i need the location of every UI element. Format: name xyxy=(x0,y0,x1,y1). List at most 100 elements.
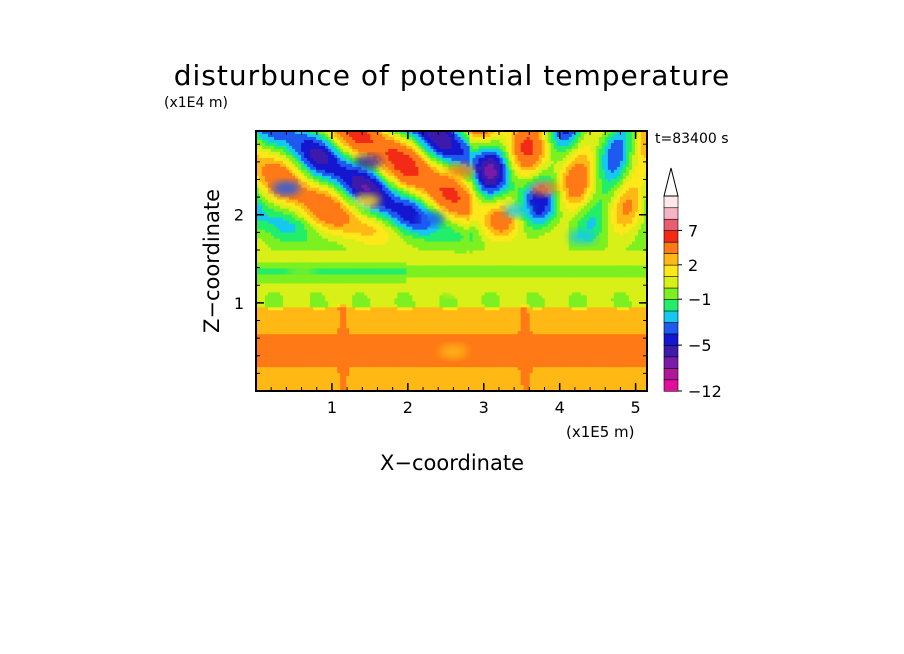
field-cell xyxy=(265,187,269,192)
field-cell xyxy=(370,133,374,138)
field-cell xyxy=(316,232,320,237)
field-cell xyxy=(340,346,344,350)
field-cell xyxy=(259,349,263,353)
field-cell xyxy=(328,205,332,210)
field-cell xyxy=(388,376,392,380)
field-cell xyxy=(301,172,305,177)
field-cell xyxy=(409,148,413,153)
field-cell xyxy=(361,319,365,323)
field-cell xyxy=(289,205,293,210)
field-cell xyxy=(388,316,392,320)
field-cell xyxy=(280,238,284,243)
field-cell xyxy=(400,385,404,389)
field-cell xyxy=(289,163,293,168)
field-cell xyxy=(313,280,317,285)
field-cell xyxy=(295,175,299,180)
field-cell xyxy=(394,160,398,165)
field-cell xyxy=(388,307,392,311)
field-cell xyxy=(388,289,392,293)
field-cell xyxy=(370,364,374,368)
field-cell xyxy=(277,355,281,359)
field-cell xyxy=(424,328,429,332)
field-cell xyxy=(346,298,350,302)
field-cell xyxy=(283,247,287,252)
field-cell xyxy=(394,244,398,249)
field-cell xyxy=(355,385,359,389)
field-cell xyxy=(385,193,389,198)
field-cell xyxy=(349,262,353,267)
field-cell xyxy=(319,340,323,344)
field-cell xyxy=(376,367,380,371)
field-cell xyxy=(325,292,329,296)
field-cell xyxy=(337,250,341,255)
field-cell xyxy=(418,328,423,332)
field-cell xyxy=(349,223,353,228)
field-cell xyxy=(343,286,347,290)
field-cell xyxy=(325,298,329,302)
field-cell xyxy=(415,274,420,279)
field-cell xyxy=(325,382,329,386)
field-cell xyxy=(370,358,374,362)
field-cell xyxy=(322,148,326,153)
field-cell xyxy=(289,358,293,362)
field-cell xyxy=(304,238,308,243)
field-cell xyxy=(388,337,392,341)
field-cell xyxy=(418,235,423,240)
field-cell xyxy=(394,382,398,386)
field-cell xyxy=(271,310,275,314)
field-cell xyxy=(409,289,413,293)
field-cell xyxy=(310,382,314,386)
field-cell xyxy=(415,292,420,296)
field-cell xyxy=(262,286,266,290)
field-cell xyxy=(322,178,326,183)
field-cell xyxy=(361,262,365,267)
field-cell xyxy=(331,136,335,141)
field-cell xyxy=(331,316,335,320)
field-cell xyxy=(304,133,308,138)
field-cell xyxy=(301,295,305,299)
field-cell xyxy=(265,340,269,344)
field-cell xyxy=(418,307,423,311)
field-cell xyxy=(319,154,323,159)
field-cell xyxy=(397,145,401,150)
field-cell xyxy=(337,346,341,350)
field-cell xyxy=(400,163,404,168)
field-cell xyxy=(328,382,332,386)
field-cell xyxy=(391,154,395,159)
field-cell xyxy=(400,379,404,383)
field-cell xyxy=(364,310,368,314)
field-cell xyxy=(370,280,374,285)
field-cell xyxy=(319,166,323,171)
field-cell xyxy=(373,187,377,192)
field-cell xyxy=(352,355,356,359)
field-cell xyxy=(388,166,392,171)
field-cell xyxy=(286,235,290,240)
field-cell xyxy=(295,139,299,144)
field-cell xyxy=(301,328,305,332)
field-cell xyxy=(340,262,344,267)
field-cell xyxy=(409,196,413,201)
field-cell xyxy=(424,376,429,380)
field-cell xyxy=(415,367,420,371)
field-cell xyxy=(370,385,374,389)
field-cell xyxy=(340,271,344,276)
field-cell xyxy=(415,160,420,165)
field-cell xyxy=(271,292,275,296)
field-cell xyxy=(325,214,329,219)
field-cell xyxy=(346,385,350,389)
field-cell xyxy=(277,133,281,138)
field-cell xyxy=(319,202,323,207)
field-cell xyxy=(373,193,377,198)
field-cell xyxy=(280,304,284,308)
field-cell xyxy=(394,283,398,287)
field-cell xyxy=(415,202,420,207)
field-cell xyxy=(409,220,413,225)
field-cell xyxy=(406,211,410,216)
field-cell xyxy=(271,166,275,171)
field-cell xyxy=(295,214,299,219)
field-cell xyxy=(292,211,296,216)
field-cell xyxy=(373,346,377,350)
field-cell xyxy=(316,346,320,350)
field-cell xyxy=(358,253,362,258)
field-cell xyxy=(280,295,284,299)
